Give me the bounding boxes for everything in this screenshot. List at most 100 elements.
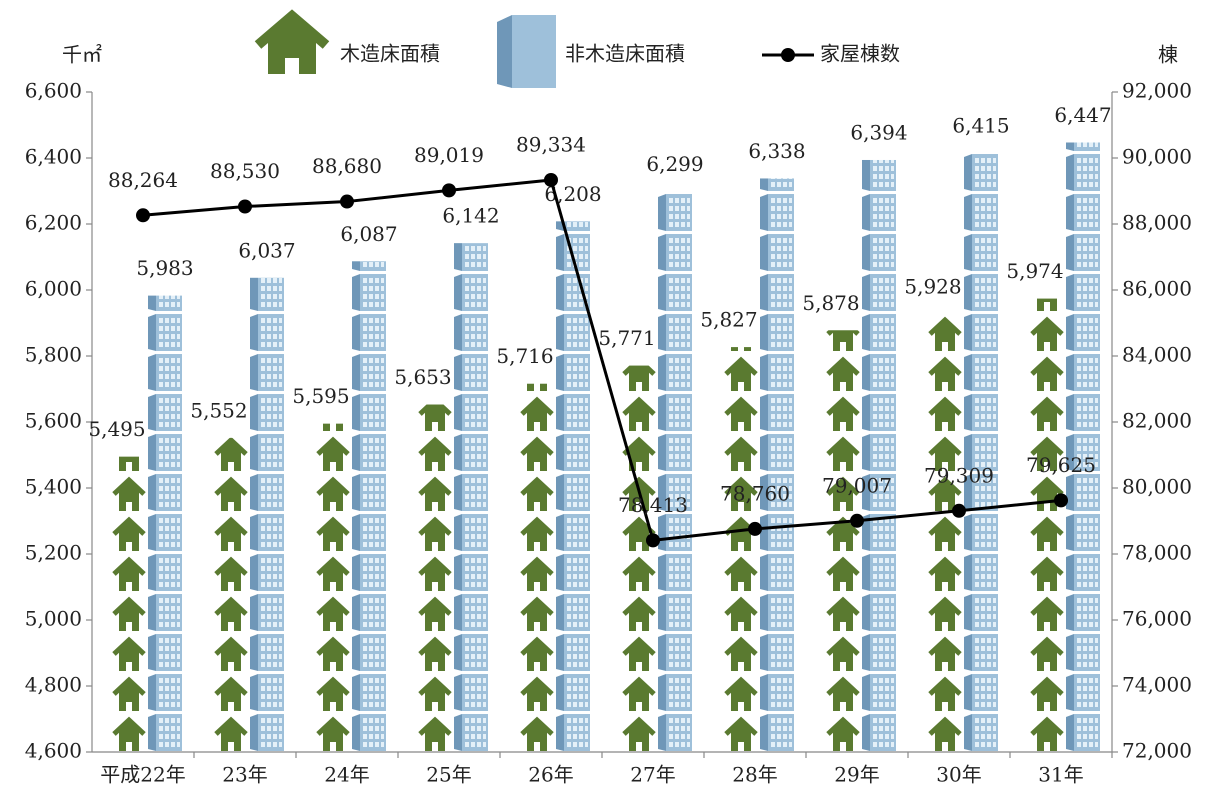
wood-bar — [112, 456, 146, 752]
legend-label: 木造床面積 — [340, 42, 440, 66]
data-label: 5,974 — [1006, 259, 1063, 283]
data-label: 6,142 — [442, 204, 499, 228]
line-marker — [442, 183, 456, 198]
y2-tick-label: 88,000 — [1122, 211, 1192, 235]
x-tick-label: 27年 — [630, 763, 675, 787]
data-label: 5,983 — [136, 256, 193, 280]
data-label: 78,413 — [618, 493, 688, 517]
x-tick-label: 29年 — [834, 763, 879, 787]
y2-tick-label: 84,000 — [1122, 343, 1192, 367]
data-label: 88,530 — [210, 159, 280, 183]
wood-bar — [826, 330, 860, 752]
non-wood-bar — [1066, 142, 1100, 753]
y-tick-label: 4,800 — [25, 673, 82, 697]
y2-tick-label: 80,000 — [1122, 475, 1192, 499]
y-tick-label: 6,000 — [25, 277, 82, 301]
non-wood-bar — [760, 178, 794, 752]
data-label: 5,771 — [598, 326, 655, 350]
non-wood-bar — [556, 221, 590, 753]
data-label: 5,716 — [496, 344, 553, 368]
y-tick-label: 6,200 — [25, 211, 82, 235]
y2-tick-label: 78,000 — [1122, 541, 1192, 565]
non-wood-bar — [658, 191, 692, 752]
data-label: 88,680 — [312, 154, 382, 178]
legend: 木造床面積 非木造床面積 家屋棟数 — [254, 9, 900, 88]
y-tick-label: 5,800 — [25, 343, 82, 367]
x-tick-label: 25年 — [426, 763, 471, 787]
x-tick-label: 26年 — [528, 763, 573, 787]
data-label: 6,087 — [340, 222, 397, 246]
wood-bar — [724, 347, 758, 752]
legend-icon — [781, 48, 795, 62]
non-wood-bar — [454, 243, 488, 752]
y-unit: 千㎡ — [62, 43, 102, 67]
x-tick-label: 平成22年 — [100, 763, 185, 787]
y-tick-label: 5,200 — [25, 541, 82, 565]
non-wood-bar — [148, 295, 182, 752]
line-marker — [238, 199, 252, 214]
data-label: 89,334 — [516, 132, 586, 156]
y-tick-label: 6,400 — [25, 145, 82, 169]
x-tick-label: 23年 — [222, 763, 267, 787]
legend-label: 家屋棟数 — [820, 42, 900, 66]
line-marker — [136, 208, 150, 223]
y2-tick-label: 86,000 — [1122, 277, 1192, 301]
y2-tick-label: 72,000 — [1122, 739, 1192, 763]
y-tick-label: 5,000 — [25, 607, 82, 631]
data-label: 6,338 — [748, 139, 805, 163]
line — [142, 178, 1062, 543]
legend-icon — [268, 20, 316, 74]
legend-icon — [497, 15, 512, 88]
x-tick-label: 28年 — [732, 763, 777, 787]
data-label: 6,447 — [1054, 103, 1111, 127]
data-label: 5,827 — [700, 308, 757, 332]
y2-tick-label: 74,000 — [1122, 673, 1192, 697]
data-label: 6,415 — [952, 114, 1009, 138]
legend-icon — [512, 15, 556, 88]
data-label: 79,007 — [822, 473, 892, 497]
y2-tick-label: 92,000 — [1122, 79, 1192, 103]
data-label: 5,595 — [292, 384, 349, 408]
wood-bar — [316, 423, 350, 752]
y-tick-label: 6,600 — [25, 79, 82, 103]
data-label: 79,309 — [924, 463, 994, 487]
legend-label: 非木造床面積 — [565, 42, 685, 66]
data-label: 6,394 — [850, 120, 907, 144]
data-label: 5,878 — [802, 291, 859, 315]
wood-bar — [520, 383, 554, 752]
wood-bar — [1030, 298, 1064, 752]
data-label: 5,495 — [88, 417, 145, 441]
data-label: 78,760 — [720, 481, 790, 505]
line-marker — [1054, 493, 1068, 508]
y-tick-label: 5,400 — [25, 475, 82, 499]
y2-tick-label: 82,000 — [1122, 409, 1192, 433]
y-tick-label: 4,600 — [25, 739, 82, 763]
data-label: 5,653 — [394, 365, 451, 389]
non-wood-bar — [352, 261, 386, 752]
wood-bar — [214, 437, 248, 752]
line-marker — [646, 533, 660, 548]
y2-unit: 棟 — [1158, 43, 1178, 67]
data-label: 6,299 — [646, 152, 703, 176]
wood-bar — [928, 313, 962, 752]
y2-tick-label: 90,000 — [1122, 145, 1192, 169]
line-marker — [850, 513, 864, 528]
line-marker — [544, 172, 558, 187]
data-label: 89,019 — [414, 143, 484, 167]
wood-bar — [418, 404, 452, 752]
line-marker — [952, 503, 966, 518]
line-marker — [340, 194, 354, 209]
wood-bar — [622, 365, 656, 752]
x-tick-label: 30年 — [936, 763, 981, 787]
data-label: 5,928 — [904, 274, 961, 298]
x-tick-label: 31年 — [1038, 763, 1083, 787]
data-label: 79,625 — [1026, 453, 1096, 477]
x-tick-label: 24年 — [324, 763, 369, 787]
y-tick-label: 5,600 — [25, 409, 82, 433]
non-wood-bar — [862, 159, 896, 753]
data-label: 6,037 — [238, 238, 295, 262]
data-label: 5,552 — [190, 398, 247, 422]
non-wood-bar — [250, 277, 284, 752]
legend-icon — [254, 9, 330, 49]
